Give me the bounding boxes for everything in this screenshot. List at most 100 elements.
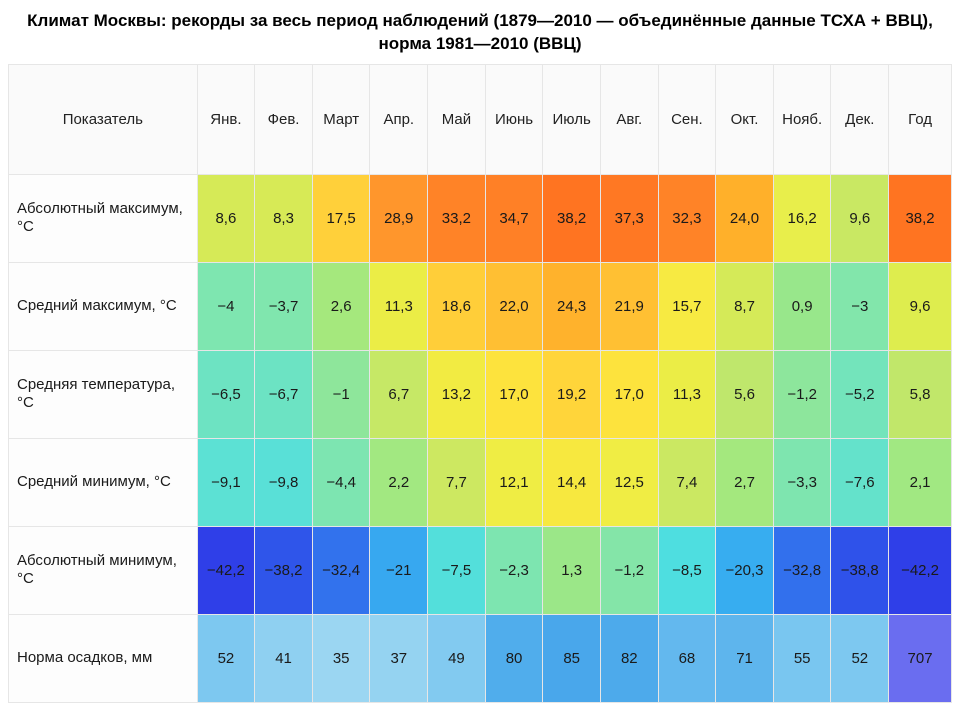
- col-header-month: Год: [889, 64, 952, 174]
- data-cell: 52: [831, 614, 889, 702]
- data-cell: −32,4: [312, 526, 370, 614]
- data-cell: 8,7: [716, 262, 774, 350]
- data-cell: −1: [312, 350, 370, 438]
- data-cell: −7,6: [831, 438, 889, 526]
- data-cell: 12,5: [600, 438, 658, 526]
- row-label: Средний минимум, °C: [9, 438, 198, 526]
- data-cell: 35: [312, 614, 370, 702]
- data-cell: 55: [773, 614, 831, 702]
- data-cell: 13,2: [428, 350, 486, 438]
- data-cell: −42,2: [889, 526, 952, 614]
- data-cell: 52: [197, 614, 255, 702]
- data-cell: −42,2: [197, 526, 255, 614]
- col-header-month: Май: [428, 64, 486, 174]
- col-header-month: Сен.: [658, 64, 716, 174]
- data-cell: −3,3: [773, 438, 831, 526]
- data-cell: 14,4: [543, 438, 601, 526]
- data-cell: −2,3: [485, 526, 543, 614]
- col-header-month: Июль: [543, 64, 601, 174]
- data-cell: 2,6: [312, 262, 370, 350]
- data-cell: 33,2: [428, 174, 486, 262]
- data-cell: −7,5: [428, 526, 486, 614]
- data-cell: 5,8: [889, 350, 952, 438]
- data-cell: −4: [197, 262, 255, 350]
- data-cell: 49: [428, 614, 486, 702]
- data-cell: 71: [716, 614, 774, 702]
- row-label: Средний максимум, °C: [9, 262, 198, 350]
- data-cell: −20,3: [716, 526, 774, 614]
- table-row: Абсолютный минимум, °C−42,2−38,2−32,4−21…: [9, 526, 952, 614]
- col-header-month: Март: [312, 64, 370, 174]
- data-cell: −9,8: [255, 438, 313, 526]
- data-cell: 21,9: [600, 262, 658, 350]
- data-cell: 17,0: [600, 350, 658, 438]
- data-cell: 80: [485, 614, 543, 702]
- data-cell: 1,3: [543, 526, 601, 614]
- data-cell: 41: [255, 614, 313, 702]
- col-header-month: Дек.: [831, 64, 889, 174]
- data-cell: 82: [600, 614, 658, 702]
- data-cell: 12,1: [485, 438, 543, 526]
- data-cell: −5,2: [831, 350, 889, 438]
- col-header-month: Янв.: [197, 64, 255, 174]
- data-cell: 9,6: [831, 174, 889, 262]
- col-header-month: Окт.: [716, 64, 774, 174]
- table-body: Абсолютный максимум, °C8,68,317,528,933,…: [9, 174, 952, 702]
- data-cell: −3: [831, 262, 889, 350]
- data-cell: 22,0: [485, 262, 543, 350]
- data-cell: −6,5: [197, 350, 255, 438]
- data-cell: 2,7: [716, 438, 774, 526]
- data-cell: 17,5: [312, 174, 370, 262]
- data-cell: −6,7: [255, 350, 313, 438]
- col-header-month: Нояб.: [773, 64, 831, 174]
- data-cell: −21: [370, 526, 428, 614]
- data-cell: −9,1: [197, 438, 255, 526]
- col-header-month: Авг.: [600, 64, 658, 174]
- row-label: Средняя температура, °C: [9, 350, 198, 438]
- table-row: Средний минимум, °C−9,1−9,8−4,42,27,712,…: [9, 438, 952, 526]
- data-cell: −4,4: [312, 438, 370, 526]
- page-title: Климат Москвы: рекорды за весь период на…: [8, 10, 952, 64]
- col-header-month: Фев.: [255, 64, 313, 174]
- data-cell: −1,2: [773, 350, 831, 438]
- table-row: Норма осадков, мм52413537498085826871555…: [9, 614, 952, 702]
- data-cell: 8,3: [255, 174, 313, 262]
- data-cell: 37: [370, 614, 428, 702]
- data-cell: 5,6: [716, 350, 774, 438]
- data-cell: 68: [658, 614, 716, 702]
- data-cell: −3,7: [255, 262, 313, 350]
- table-header-row: ПоказательЯнв.Фев.МартАпр.МайИюньИюльАвг…: [9, 64, 952, 174]
- data-cell: −1,2: [600, 526, 658, 614]
- data-cell: 32,3: [658, 174, 716, 262]
- data-cell: 37,3: [600, 174, 658, 262]
- data-cell: 7,4: [658, 438, 716, 526]
- table-row: Средняя температура, °C−6,5−6,7−16,713,2…: [9, 350, 952, 438]
- data-cell: 38,2: [889, 174, 952, 262]
- data-cell: 16,2: [773, 174, 831, 262]
- climate-table: ПоказательЯнв.Фев.МартАпр.МайИюньИюльАвг…: [8, 64, 952, 703]
- data-cell: 11,3: [370, 262, 428, 350]
- data-cell: 9,6: [889, 262, 952, 350]
- data-cell: 24,0: [716, 174, 774, 262]
- data-cell: −8,5: [658, 526, 716, 614]
- col-header-month: Июнь: [485, 64, 543, 174]
- data-cell: 707: [889, 614, 952, 702]
- row-label: Абсолютный максимум, °C: [9, 174, 198, 262]
- row-label: Норма осадков, мм: [9, 614, 198, 702]
- data-cell: 38,2: [543, 174, 601, 262]
- data-cell: 0,9: [773, 262, 831, 350]
- col-header-month: Апр.: [370, 64, 428, 174]
- data-cell: 17,0: [485, 350, 543, 438]
- data-cell: 11,3: [658, 350, 716, 438]
- data-cell: 18,6: [428, 262, 486, 350]
- col-header-indicator: Показатель: [9, 64, 198, 174]
- data-cell: 28,9: [370, 174, 428, 262]
- data-cell: 34,7: [485, 174, 543, 262]
- data-cell: 2,2: [370, 438, 428, 526]
- row-label: Абсолютный минимум, °C: [9, 526, 198, 614]
- data-cell: 7,7: [428, 438, 486, 526]
- data-cell: 15,7: [658, 262, 716, 350]
- data-cell: 19,2: [543, 350, 601, 438]
- table-row: Абсолютный максимум, °C8,68,317,528,933,…: [9, 174, 952, 262]
- data-cell: −38,2: [255, 526, 313, 614]
